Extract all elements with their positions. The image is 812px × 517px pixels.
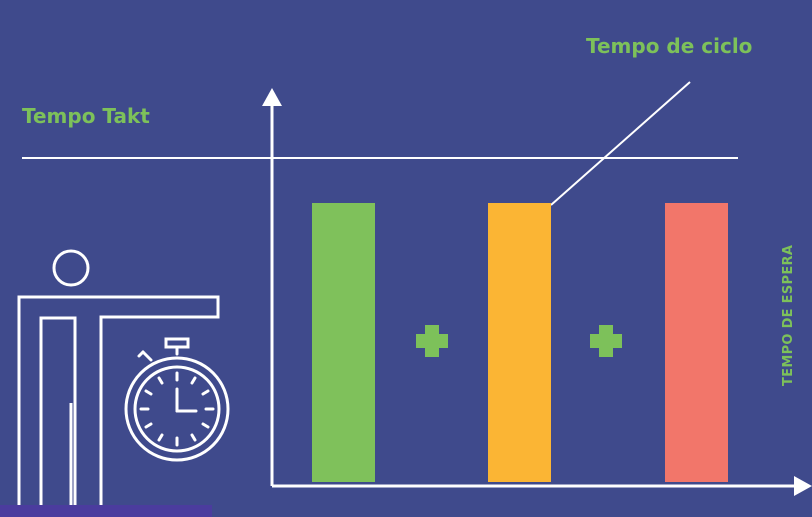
wait-time-label: TEMPO DE ESPERA <box>781 244 796 386</box>
bar-green <box>312 203 375 482</box>
person-icon <box>17 249 220 505</box>
x-axis-arrow <box>794 476 812 496</box>
y-axis-arrow <box>262 88 282 106</box>
plus-icon <box>586 321 626 361</box>
cycle-time-label: Tempo de ciclo <box>586 34 753 58</box>
cycle-time-pointer <box>550 81 691 206</box>
bar-yellow <box>488 203 551 482</box>
plus-icon <box>412 321 452 361</box>
takt-time-label: Tempo Takt <box>22 104 150 128</box>
bar-red <box>665 203 728 482</box>
footer-strip <box>0 505 212 517</box>
stopwatch-icon <box>124 337 230 462</box>
